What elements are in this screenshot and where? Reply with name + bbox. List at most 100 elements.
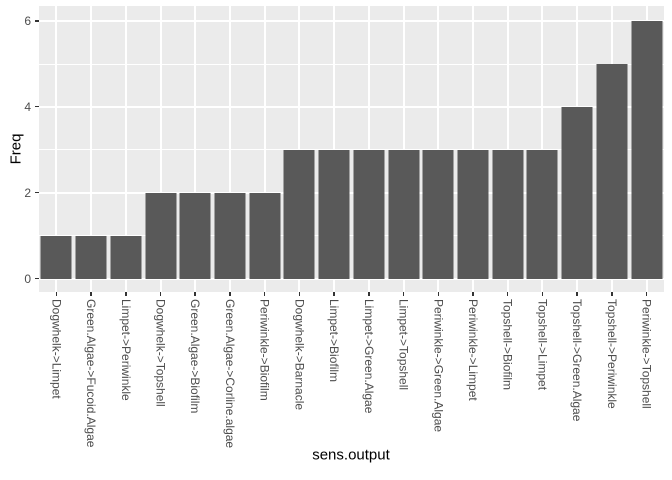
x-tick-label: Periwinkle->Green.Algae bbox=[431, 299, 446, 433]
y-tick-label: 0 bbox=[24, 271, 31, 286]
bar bbox=[388, 149, 420, 279]
bar-slot bbox=[386, 6, 421, 292]
x-tick-label: Limpet->Topshell bbox=[396, 299, 411, 391]
bar-slot bbox=[213, 6, 248, 292]
gridline-major bbox=[39, 20, 664, 23]
x-axis-title: sens.output bbox=[312, 446, 390, 464]
bar bbox=[422, 149, 454, 279]
x-tick-label: Dogwhelk->Barnacle bbox=[292, 299, 307, 411]
x-tick-mark bbox=[437, 292, 440, 296]
x-axis-cell: Topshell->Biofilm bbox=[490, 292, 525, 452]
x-tick-mark bbox=[506, 292, 509, 296]
bar bbox=[561, 106, 593, 279]
gridline-vertical bbox=[55, 6, 58, 292]
x-axis-cell: Dogwhelk->Limpet bbox=[39, 292, 74, 452]
x-tick-label: Topshell->Green.Algae bbox=[570, 299, 585, 422]
x-axis-cell: Topshell->Limpet bbox=[525, 292, 560, 452]
x-tick-mark bbox=[159, 292, 162, 296]
gridline-vertical bbox=[541, 6, 544, 292]
x-tick-label: Limpet->Green.Algae bbox=[361, 299, 376, 414]
x-tick-mark bbox=[368, 292, 370, 296]
bar bbox=[283, 149, 315, 279]
gridline-vertical bbox=[263, 6, 266, 292]
x-tick-label: Dogwhelk->Topshell bbox=[153, 299, 168, 407]
gridline-vertical bbox=[298, 6, 301, 292]
gridline-vertical bbox=[90, 6, 93, 292]
y-tick-label: 2 bbox=[24, 185, 31, 200]
gridline-vertical bbox=[333, 6, 336, 292]
x-axis-cell: Green.Algae->Biofilm bbox=[178, 292, 213, 452]
gridline-minor bbox=[39, 235, 664, 237]
x-axis-cell: Limpet->Periwinkle bbox=[108, 292, 143, 452]
y-tick-mark bbox=[35, 20, 39, 22]
plot-panel bbox=[39, 6, 664, 292]
bar bbox=[457, 149, 489, 279]
bar-slot bbox=[317, 6, 352, 292]
x-tick-label: Topshell->Limpet bbox=[535, 299, 550, 391]
bar bbox=[249, 192, 281, 279]
gridline-vertical bbox=[506, 6, 509, 292]
x-tick-mark bbox=[55, 292, 58, 296]
x-tick-label: Dogwhelk->Limpet bbox=[49, 299, 64, 399]
x-tick-mark bbox=[576, 292, 578, 296]
x-tick-mark bbox=[541, 292, 544, 296]
bar-slot bbox=[595, 6, 630, 292]
x-tick-mark bbox=[611, 292, 613, 296]
x-tick-label: Green.Algae->Fucoid.Algae bbox=[84, 299, 99, 448]
gridline-major bbox=[39, 277, 664, 280]
x-tick-label: Topshell->Biofilm bbox=[500, 299, 515, 391]
x-tick-mark bbox=[194, 292, 196, 296]
x-axis-cell: Green.Algae->Corline.algae bbox=[213, 292, 248, 452]
bar-slot bbox=[178, 6, 213, 292]
gridline-vertical bbox=[124, 6, 127, 292]
bar bbox=[179, 192, 211, 279]
x-axis-cell: Periwinkle->Limpet bbox=[456, 292, 491, 452]
bar-slot bbox=[247, 6, 282, 292]
x-tick-label: Limpet->Periwinkle bbox=[118, 299, 133, 401]
bar bbox=[40, 235, 72, 279]
x-axis-cell: Limpet->Topshell bbox=[386, 292, 421, 452]
bar-slot bbox=[143, 6, 178, 292]
gridline-minor bbox=[39, 149, 664, 151]
x-tick-mark bbox=[472, 292, 474, 296]
x-tick-label: Green.Algae->Biofilm bbox=[188, 299, 203, 414]
x-axis-cell: Dogwhelk->Barnacle bbox=[282, 292, 317, 452]
bar bbox=[353, 149, 385, 279]
gridline-vertical bbox=[159, 6, 162, 292]
x-tick-mark bbox=[333, 292, 335, 296]
bar-slot bbox=[282, 6, 317, 292]
x-axis-cell: Dogwhelk->Topshell bbox=[143, 292, 178, 452]
y-tick-label: 6 bbox=[24, 14, 31, 29]
x-tick-label: Limpet->Biofilm bbox=[327, 299, 342, 383]
bar bbox=[492, 149, 524, 279]
bar bbox=[596, 64, 628, 279]
x-axis-cell: Limpet->Biofilm bbox=[317, 292, 352, 452]
bar-slot bbox=[74, 6, 109, 292]
bar-slot bbox=[108, 6, 143, 292]
gridline-vertical bbox=[437, 6, 440, 292]
x-tick-label: Green.Algae->Corline.algae bbox=[222, 299, 237, 449]
x-axis-cell: Limpet->Green.Algae bbox=[352, 292, 387, 452]
x-tick-label: Periwinkle->Limpet bbox=[466, 299, 481, 401]
gridline-major bbox=[39, 191, 664, 194]
gridline-minor bbox=[39, 63, 664, 65]
bar bbox=[631, 21, 663, 279]
bar-slot bbox=[421, 6, 456, 292]
bar-slot bbox=[490, 6, 525, 292]
bar bbox=[110, 235, 142, 279]
x-axis-cell: Periwinkle->Topshell bbox=[629, 292, 664, 452]
x-axis-cell: Topshell->Green.Algae bbox=[560, 292, 595, 452]
y-tick-mark bbox=[35, 105, 39, 108]
x-axis: Dogwhelk->Limpet Green.Algae->Fucoid.Alga… bbox=[39, 292, 664, 452]
x-tick-label: Topshell->Periwinkle bbox=[604, 299, 619, 409]
bar-slot bbox=[629, 6, 664, 292]
gridline-vertical bbox=[367, 6, 370, 292]
bar-slot bbox=[39, 6, 74, 292]
y-tick-mark bbox=[35, 191, 39, 194]
x-tick-mark bbox=[125, 292, 127, 296]
x-tick-label: Periwinkle->Biofilm bbox=[257, 299, 272, 401]
gridline-vertical bbox=[472, 6, 475, 292]
y-axis: 0 2 4 6 bbox=[0, 6, 39, 292]
x-axis-cell: Green.Algae->Fucoid.Algae bbox=[74, 292, 109, 452]
